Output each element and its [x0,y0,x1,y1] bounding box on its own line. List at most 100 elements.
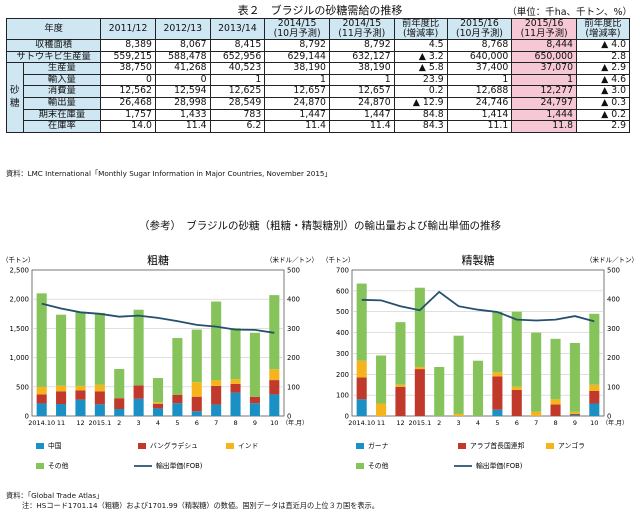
bar-segment [56,385,67,392]
bar-segment [492,376,503,410]
bar-segment [356,399,367,416]
table-cell: 1,447 [264,108,330,122]
table-source: 資料：LMC International「Monthly Sugar Infor… [6,169,332,178]
bar-segment [75,385,86,391]
table-cell: 2.8 [575,50,631,64]
bar-segment [133,398,144,416]
table-cell: 14.0 [100,120,156,133]
row-label: 生産量 [22,62,102,75]
table-cell: ▲ 2.9 [575,62,631,75]
table-cell: 6.2 [209,120,266,133]
x-tick-label: 10 [590,419,598,427]
bar-segment [414,287,425,367]
x-tick-label: 5 [175,419,179,427]
bar-segment [550,404,561,416]
bar-segment [152,408,164,416]
table-cell: ▲ 3.0 [575,85,631,98]
column-header: 2015/16 (11月予測) [511,18,577,40]
table-cell: 1 [511,73,577,87]
table-cell: 11.4 [328,120,395,133]
table-cell: 1,444 [511,108,577,122]
table-cell: 4.5 [393,39,448,52]
bar-segment [56,391,67,405]
table-cell: ▲ 0.2 [575,108,631,122]
bar-segment [550,399,561,405]
legend-swatch [356,463,364,469]
table-cell: 0 [154,73,211,87]
x-tick-label: 9 [573,419,577,427]
y-tick-label: 1,500 [10,325,29,333]
bar-segment [453,413,464,416]
chart-title: 粗糖 [147,253,169,267]
bar-segment [172,394,183,404]
legend-swatch [356,443,364,449]
table-cell: 1 [446,73,513,87]
legend-label: アラブ首長国連邦 [470,441,525,450]
charts-note: 注：HSコード1701.14（粗糖）および1701.99（精製糖）の数値。国別デ… [22,501,379,510]
bar-segment [56,404,67,416]
x-tick-label: 6 [195,419,199,427]
bar-segment [230,383,241,393]
table-cell: 0.2 [393,85,448,98]
y-tick-label: 500 [16,383,29,391]
row-label: 在庫率 [22,120,102,133]
table-cell: 8,792 [328,39,395,52]
x-tick-label: 7 [214,419,218,427]
bar-segment [269,380,280,395]
sugar-supply-table: 年度 2011/12 2012/13 2013/14 2014/15 (10月予測… [5,18,631,133]
table-cell: 1 [209,73,266,87]
legend-swatch [458,443,466,449]
table-cell: 2.9 [575,120,631,133]
table-cell: 11.1 [446,120,513,133]
x-tick-label: 10 [270,419,278,427]
table-cell: 1 [328,73,395,87]
legend-swatch [36,463,44,469]
y2-tick-label: 400 [287,296,300,304]
bar-segment [589,403,600,416]
refined-sugar-chart: 精製糖 （千トン） （米ドル／トン） 0 100 200 300 400 500 600 700 0 1… [322,253,638,470]
x-tick-label: 2014.10 [348,419,375,427]
y-tick-label: 2,500 [10,267,29,275]
table-cell: ▲ 3.2 [393,50,448,64]
row-label: 消費量 [22,85,102,98]
bar-segment [36,293,47,387]
legend-label: 中国 [48,441,62,450]
table-cell: 1,447 [328,108,395,122]
table-cell: 37,070 [511,62,577,75]
y2-tick-label: 100 [607,383,620,391]
column-header: 2013/14 [209,18,266,40]
x-tick-label: 2 [117,419,121,427]
table-cell: 24,870 [264,96,330,110]
y2-tick-label: 400 [607,296,620,304]
y-tick-label: 500 [336,308,349,316]
bar-segment [152,403,164,409]
x-tick-label: 6 [515,419,519,427]
y-axis-label: （千トン） [322,255,355,264]
bar-segment [531,411,542,416]
legend-label: その他 [368,461,389,470]
column-header: 前年度比 (増減率) [393,18,448,40]
legend-swatch [226,443,234,449]
x-tick-label: 12 [76,419,84,427]
bar-segment [511,386,522,390]
x-tick-label: 9 [253,419,257,427]
table-cell: 11.4 [264,120,330,133]
bar-segment [356,377,367,400]
bar-segment [94,312,105,385]
table-cell: ▲ 5.8 [393,62,448,75]
row-label: 輸入量 [22,73,102,87]
bar-segment [75,390,86,400]
table-cell: 41,268 [154,62,211,75]
table-cell: 12,562 [100,85,156,98]
charts-source: 資料：「Global Trade Atlas」 [6,491,104,500]
raw-sugar-chart: 粗糖 （千トン） （米ドル／トン） 0 500 1,000 1,500 2,000 2,500 0… [2,253,318,470]
y2-tick-label: 0 [287,413,291,421]
x-axis-unit: （年.月） [602,419,628,427]
bar-segment [133,385,144,399]
table-cell: 8,768 [446,39,513,52]
column-header: 2011/12 [100,18,156,40]
legend-label: アンゴラ [558,441,585,450]
table-cell: 8,444 [511,39,577,52]
table-cell: 588,478 [154,50,211,64]
bar-segment [414,369,425,416]
